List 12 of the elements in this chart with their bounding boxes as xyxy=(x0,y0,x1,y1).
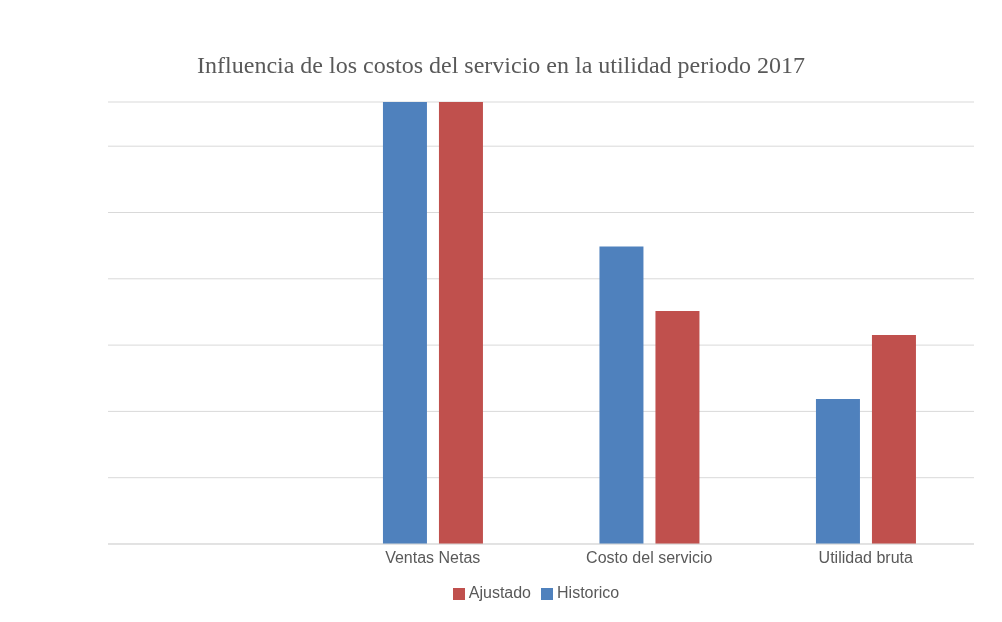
legend-label: Historico xyxy=(557,584,620,601)
legend-label: Ajustado xyxy=(468,584,532,601)
bar xyxy=(871,334,916,544)
bar xyxy=(382,102,427,544)
x-tick-label: Utilidad bruta xyxy=(818,549,913,567)
bar xyxy=(815,399,860,544)
chart-title: Influencia de los costos del servicio en la utilidad periodo 2017 xyxy=(196,51,806,80)
bar xyxy=(599,246,644,544)
x-tick-label: Costo del servicio xyxy=(586,549,713,567)
bar xyxy=(655,311,700,544)
x-tick-label: Ventas Netas xyxy=(385,549,481,567)
bar xyxy=(438,102,483,544)
